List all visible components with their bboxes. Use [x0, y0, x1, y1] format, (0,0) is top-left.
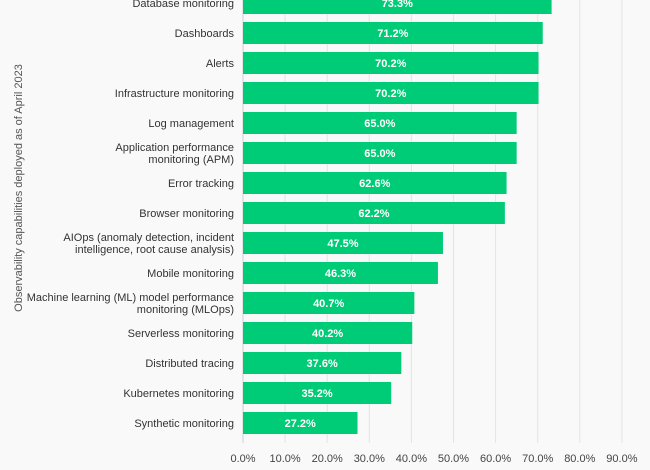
bar-value-label: 73.3%	[382, 0, 413, 10]
category-label: AIOps (anomaly detection, incident	[63, 232, 234, 244]
category-label: Synthetic monitoring	[134, 418, 234, 430]
bar-value-label: 47.5%	[327, 238, 358, 250]
x-tick-label: 30.0%	[354, 453, 385, 465]
category-label: monitoring (MLOps)	[137, 304, 234, 316]
bar[interactable]	[243, 262, 438, 284]
bar-value-label: 70.2%	[375, 88, 406, 100]
x-tick-label: 60.0%	[480, 453, 511, 465]
bar[interactable]	[243, 0, 552, 14]
bar-value-label: 40.7%	[313, 298, 344, 310]
x-axis-ticks: 0.0% 10.0% 20.0% 30.0% 40.0% 50.0% 60.0% 70.0% 8…	[230, 453, 637, 465]
bar[interactable]	[243, 352, 402, 374]
bar-value-label: 62.2%	[358, 208, 389, 220]
bar[interactable]	[243, 202, 505, 224]
category-label: Infrastructure monitoring	[115, 88, 234, 100]
bars: 73.3% 71.2% 70.2% 70.2% 65.0% 65.0% 62.6% 62.2%…	[243, 0, 552, 434]
x-tick-label: 10.0%	[269, 453, 300, 465]
bar-value-label: 37.6%	[307, 358, 338, 370]
category-label: Database monitoring	[132, 0, 234, 10]
bar-value-label: 46.3%	[325, 268, 356, 280]
x-tick-label: 0.0%	[230, 453, 255, 465]
bar[interactable]	[243, 82, 539, 104]
category-label: Machine learning (ML) model performance	[27, 292, 234, 304]
category-label: Log management	[148, 118, 234, 130]
bar[interactable]	[243, 172, 507, 194]
bar[interactable]	[243, 292, 415, 314]
x-tick-label: 50.0%	[438, 453, 469, 465]
x-tick-label: 90.0%	[606, 453, 637, 465]
category-label: Alerts	[206, 58, 235, 70]
category-label: Kubernetes monitoring	[123, 388, 234, 400]
x-tick-label: 70.0%	[522, 453, 553, 465]
bar-value-label: 62.6%	[359, 178, 390, 190]
bar-value-label: 40.2%	[312, 328, 343, 340]
bar[interactable]	[243, 322, 413, 344]
bar[interactable]	[243, 52, 539, 74]
category-labels: Database monitoring Dashboards Alerts Infra…	[27, 0, 235, 430]
bar[interactable]	[243, 412, 358, 434]
category-label: Browser monitoring	[139, 208, 234, 220]
bar-value-label: 65.0%	[364, 148, 395, 160]
category-label: intelligence, root cause analysis)	[75, 244, 234, 256]
category-label: Serverless monitoring	[128, 328, 234, 340]
bar-value-label: 70.2%	[375, 58, 406, 70]
bar[interactable]	[243, 382, 392, 404]
bar[interactable]	[243, 142, 517, 164]
x-tick-label: 20.0%	[312, 453, 343, 465]
bar-value-label: 35.2%	[301, 388, 332, 400]
bar-value-label: 27.2%	[285, 418, 316, 430]
x-tick-label: 40.0%	[396, 453, 427, 465]
x-tick-label: 80.0%	[564, 453, 595, 465]
bar[interactable]	[243, 232, 443, 254]
bar[interactable]	[243, 22, 543, 44]
bar-value-label: 71.2%	[377, 28, 408, 40]
category-label: Dashboards	[175, 28, 235, 40]
bar[interactable]	[243, 112, 517, 134]
category-label: Distributed tracing	[145, 358, 234, 370]
category-label: Error tracking	[168, 178, 234, 190]
category-label: Mobile monitoring	[147, 268, 234, 280]
y-axis-title: Observability capabilities deployed as o…	[13, 64, 25, 312]
category-label: monitoring (APM)	[148, 154, 234, 166]
category-label: Application performance	[115, 142, 234, 154]
bar-value-label: 65.0%	[364, 118, 395, 130]
